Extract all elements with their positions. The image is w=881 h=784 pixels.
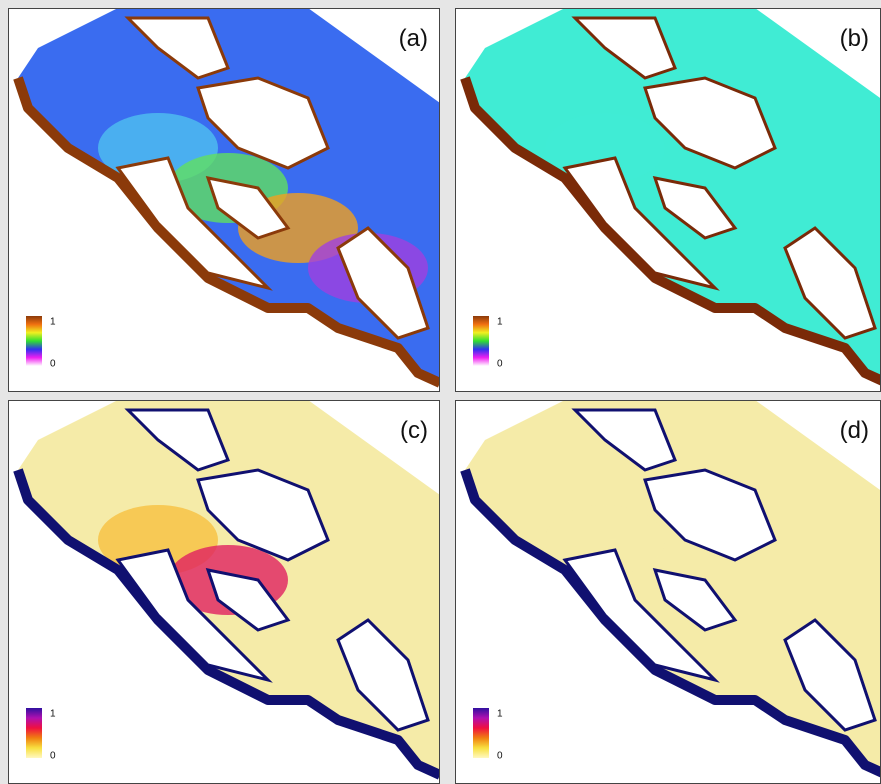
panel-label: (d) (840, 417, 869, 444)
legend-max: 1 (497, 317, 503, 328)
legend-min: 0 (50, 359, 56, 370)
panel-label: (c) (400, 417, 428, 444)
legend-bar (26, 708, 42, 758)
legend-max: 1 (50, 709, 56, 720)
legend-min: 0 (497, 359, 503, 370)
legend-min: 0 (50, 751, 56, 762)
map-panel: (d) 1 0 (455, 400, 881, 784)
map-panel: (a) 1 0 (8, 8, 440, 392)
map-panel: (c) 1 0 (8, 400, 440, 784)
legend-bar (473, 316, 489, 366)
legend-max: 1 (50, 317, 56, 328)
legend-min: 0 (497, 751, 503, 762)
panel-label: (a) (399, 25, 428, 52)
legend-bar (473, 708, 489, 758)
legend-bar (26, 316, 42, 366)
map-panel: (b) 1 0 (455, 8, 881, 392)
legend-max: 1 (497, 709, 503, 720)
figure: (a) 1 0 (b) 1 0 (c) 1 0 (d) 1 0 (0, 0, 881, 784)
panel-label: (b) (840, 25, 869, 52)
